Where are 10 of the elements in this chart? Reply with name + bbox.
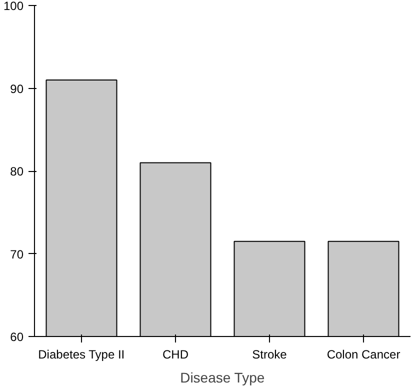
x-axis-title: Disease Type bbox=[180, 370, 265, 386]
x-tick-label: Stroke bbox=[252, 348, 288, 362]
y-tick-label: 80 bbox=[10, 164, 24, 178]
y-tick-label: 70 bbox=[10, 247, 24, 262]
y-tick-label: 100 bbox=[3, 0, 24, 13]
y-tick-label: 90 bbox=[10, 82, 24, 96]
x-tick-label: CHD bbox=[162, 348, 189, 362]
y-tick-label: 60 bbox=[10, 330, 24, 344]
x-tick-label: Diabetes Type II bbox=[38, 348, 125, 362]
x-tick-label: Colon Cancer bbox=[326, 348, 400, 362]
